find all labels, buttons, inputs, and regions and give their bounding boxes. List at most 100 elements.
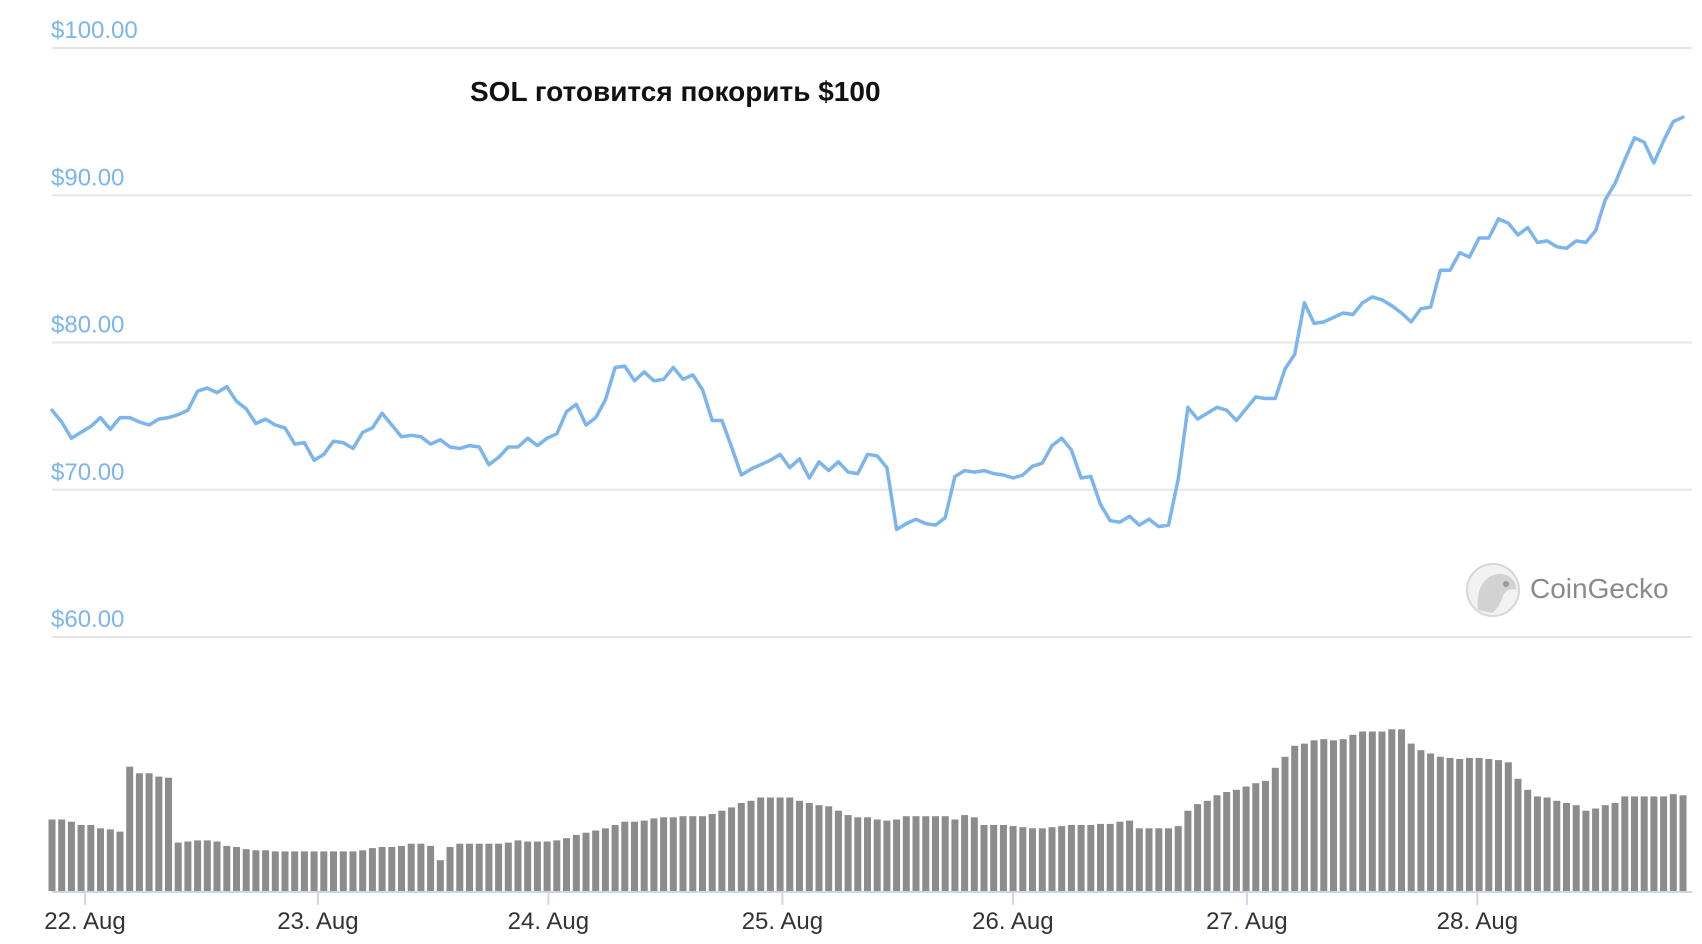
volume-bar xyxy=(495,843,503,891)
volume-bar xyxy=(611,825,619,891)
volume-bar xyxy=(533,841,541,891)
volume-bar xyxy=(1359,731,1367,891)
volume-bar xyxy=(203,840,211,891)
volume-bar xyxy=(1563,803,1570,891)
volume-bar xyxy=(417,843,425,891)
volume-bar xyxy=(1310,740,1318,891)
volume-bar xyxy=(679,816,687,891)
volume-bar xyxy=(271,851,279,891)
volume-bar xyxy=(592,830,600,891)
volume-bar xyxy=(1106,823,1114,891)
volume-bar xyxy=(281,851,289,891)
volume-bar xyxy=(1291,745,1299,891)
volume-bar xyxy=(1029,828,1036,891)
volume-bar xyxy=(1281,756,1289,891)
volume-bar xyxy=(1242,786,1250,891)
volume-bar xyxy=(1514,778,1522,891)
volume-bar xyxy=(543,841,551,891)
volume-bar xyxy=(747,800,755,891)
volume-bar xyxy=(766,797,774,891)
volume-bar xyxy=(184,841,192,891)
volume-bar xyxy=(970,817,978,891)
volume-bar xyxy=(378,847,386,891)
volume-bar xyxy=(135,773,143,891)
volume-bar xyxy=(330,851,337,891)
volume-bar xyxy=(320,851,328,891)
volume-bar xyxy=(718,810,726,891)
volume-bar xyxy=(1038,828,1046,891)
volume-bar xyxy=(990,825,998,891)
volume-bar xyxy=(1388,729,1396,891)
y-axis-labels: $100.00 $90.00 $80.00 $70.00 $60.00 xyxy=(51,17,138,633)
volume-bar xyxy=(242,849,250,891)
volume-bar xyxy=(174,842,182,891)
volume-bar xyxy=(1669,794,1677,891)
volume-bar xyxy=(689,816,697,891)
volume-bar xyxy=(291,851,299,891)
volume-bar xyxy=(475,843,483,891)
chart-title: SOL готовится покорить $100 xyxy=(470,76,881,107)
volume-bar xyxy=(728,807,736,891)
volume-bar xyxy=(1203,800,1211,891)
volume-bar xyxy=(961,815,969,891)
volume-bar xyxy=(1165,828,1172,891)
price-line xyxy=(50,115,1685,532)
volume-bar xyxy=(902,816,910,891)
volume-bar xyxy=(1009,826,1017,891)
volume-bar xyxy=(310,851,318,891)
volume-bar xyxy=(1398,729,1405,891)
volume-bar xyxy=(1087,825,1095,891)
volume-bar xyxy=(436,860,444,891)
watermark-text: CoinGecko xyxy=(1530,573,1669,604)
volume-bar xyxy=(1300,743,1308,891)
volume-bar xyxy=(339,851,347,891)
volume-bar xyxy=(1232,789,1240,891)
volume-bar xyxy=(825,806,833,891)
x-tick-label: 24. Aug xyxy=(508,908,589,935)
volume-bar xyxy=(650,818,658,891)
volume-bar xyxy=(1650,796,1658,891)
volume-bar xyxy=(67,821,75,891)
volume-bar xyxy=(504,842,512,891)
volume-bar xyxy=(1456,759,1464,891)
volume-bar xyxy=(893,819,901,891)
volume-bar xyxy=(796,800,803,891)
volume-bar xyxy=(912,816,920,891)
volume-bar xyxy=(300,851,308,891)
volume-bar xyxy=(1271,767,1279,891)
gecko-logo-icon xyxy=(1466,563,1520,617)
volume-bar xyxy=(1407,743,1415,891)
coingecko-watermark: CoinGecko xyxy=(1466,563,1669,617)
x-axis: 22. Aug 23. Aug 24. Aug 25. Aug 26. Aug 27. A… xyxy=(44,891,1692,935)
volume-bar xyxy=(407,843,415,891)
volume-bar xyxy=(1475,757,1483,891)
volume-bar xyxy=(980,825,988,891)
volume-bar xyxy=(1320,739,1328,891)
volume-bar xyxy=(660,817,668,891)
volume-bar xyxy=(631,821,638,891)
volume-bar xyxy=(1252,783,1260,891)
y-tick-label: $80.00 xyxy=(51,312,124,339)
volume-bar xyxy=(815,805,823,891)
volume-bar xyxy=(582,832,590,891)
volume-bar xyxy=(1533,796,1541,891)
volume-bar xyxy=(349,851,357,891)
x-tick-label: 22. Aug xyxy=(44,908,125,935)
volume-bar xyxy=(388,847,396,891)
volume-bar xyxy=(1145,828,1153,891)
volume-bar xyxy=(621,821,629,891)
volume-bar xyxy=(553,840,561,891)
volume-bar xyxy=(1621,796,1629,891)
volume-bar xyxy=(398,845,405,891)
volume-bar xyxy=(427,845,435,891)
volume-bar xyxy=(1378,731,1386,891)
volume-bar xyxy=(1553,800,1561,891)
volume-bar xyxy=(223,845,231,891)
volume-bar xyxy=(1427,753,1435,891)
volume-bar xyxy=(932,816,939,891)
volume-bar xyxy=(1524,789,1532,891)
volume-bar xyxy=(116,831,124,891)
x-tick-label: 23. Aug xyxy=(277,908,358,935)
volume-bar xyxy=(941,816,949,891)
